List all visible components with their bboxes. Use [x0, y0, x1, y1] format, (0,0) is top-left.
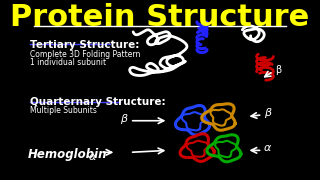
Text: β: β [275, 65, 281, 75]
Text: α: α [89, 152, 96, 162]
Text: β: β [264, 108, 271, 118]
Text: 1 individual subunit: 1 individual subunit [30, 57, 106, 66]
Text: Complete 3D Folding Pattern: Complete 3D Folding Pattern [30, 50, 140, 59]
Text: β: β [120, 114, 127, 124]
Text: Multiple Subunits: Multiple Subunits [30, 106, 97, 115]
Text: Protein Structure: Protein Structure [10, 3, 310, 32]
Text: α: α [264, 143, 271, 153]
Text: Tertiary Structure:: Tertiary Structure: [30, 40, 139, 50]
Text: Quarternary Structure:: Quarternary Structure: [30, 97, 165, 107]
Text: Hemoglobin: Hemoglobin [28, 148, 108, 161]
